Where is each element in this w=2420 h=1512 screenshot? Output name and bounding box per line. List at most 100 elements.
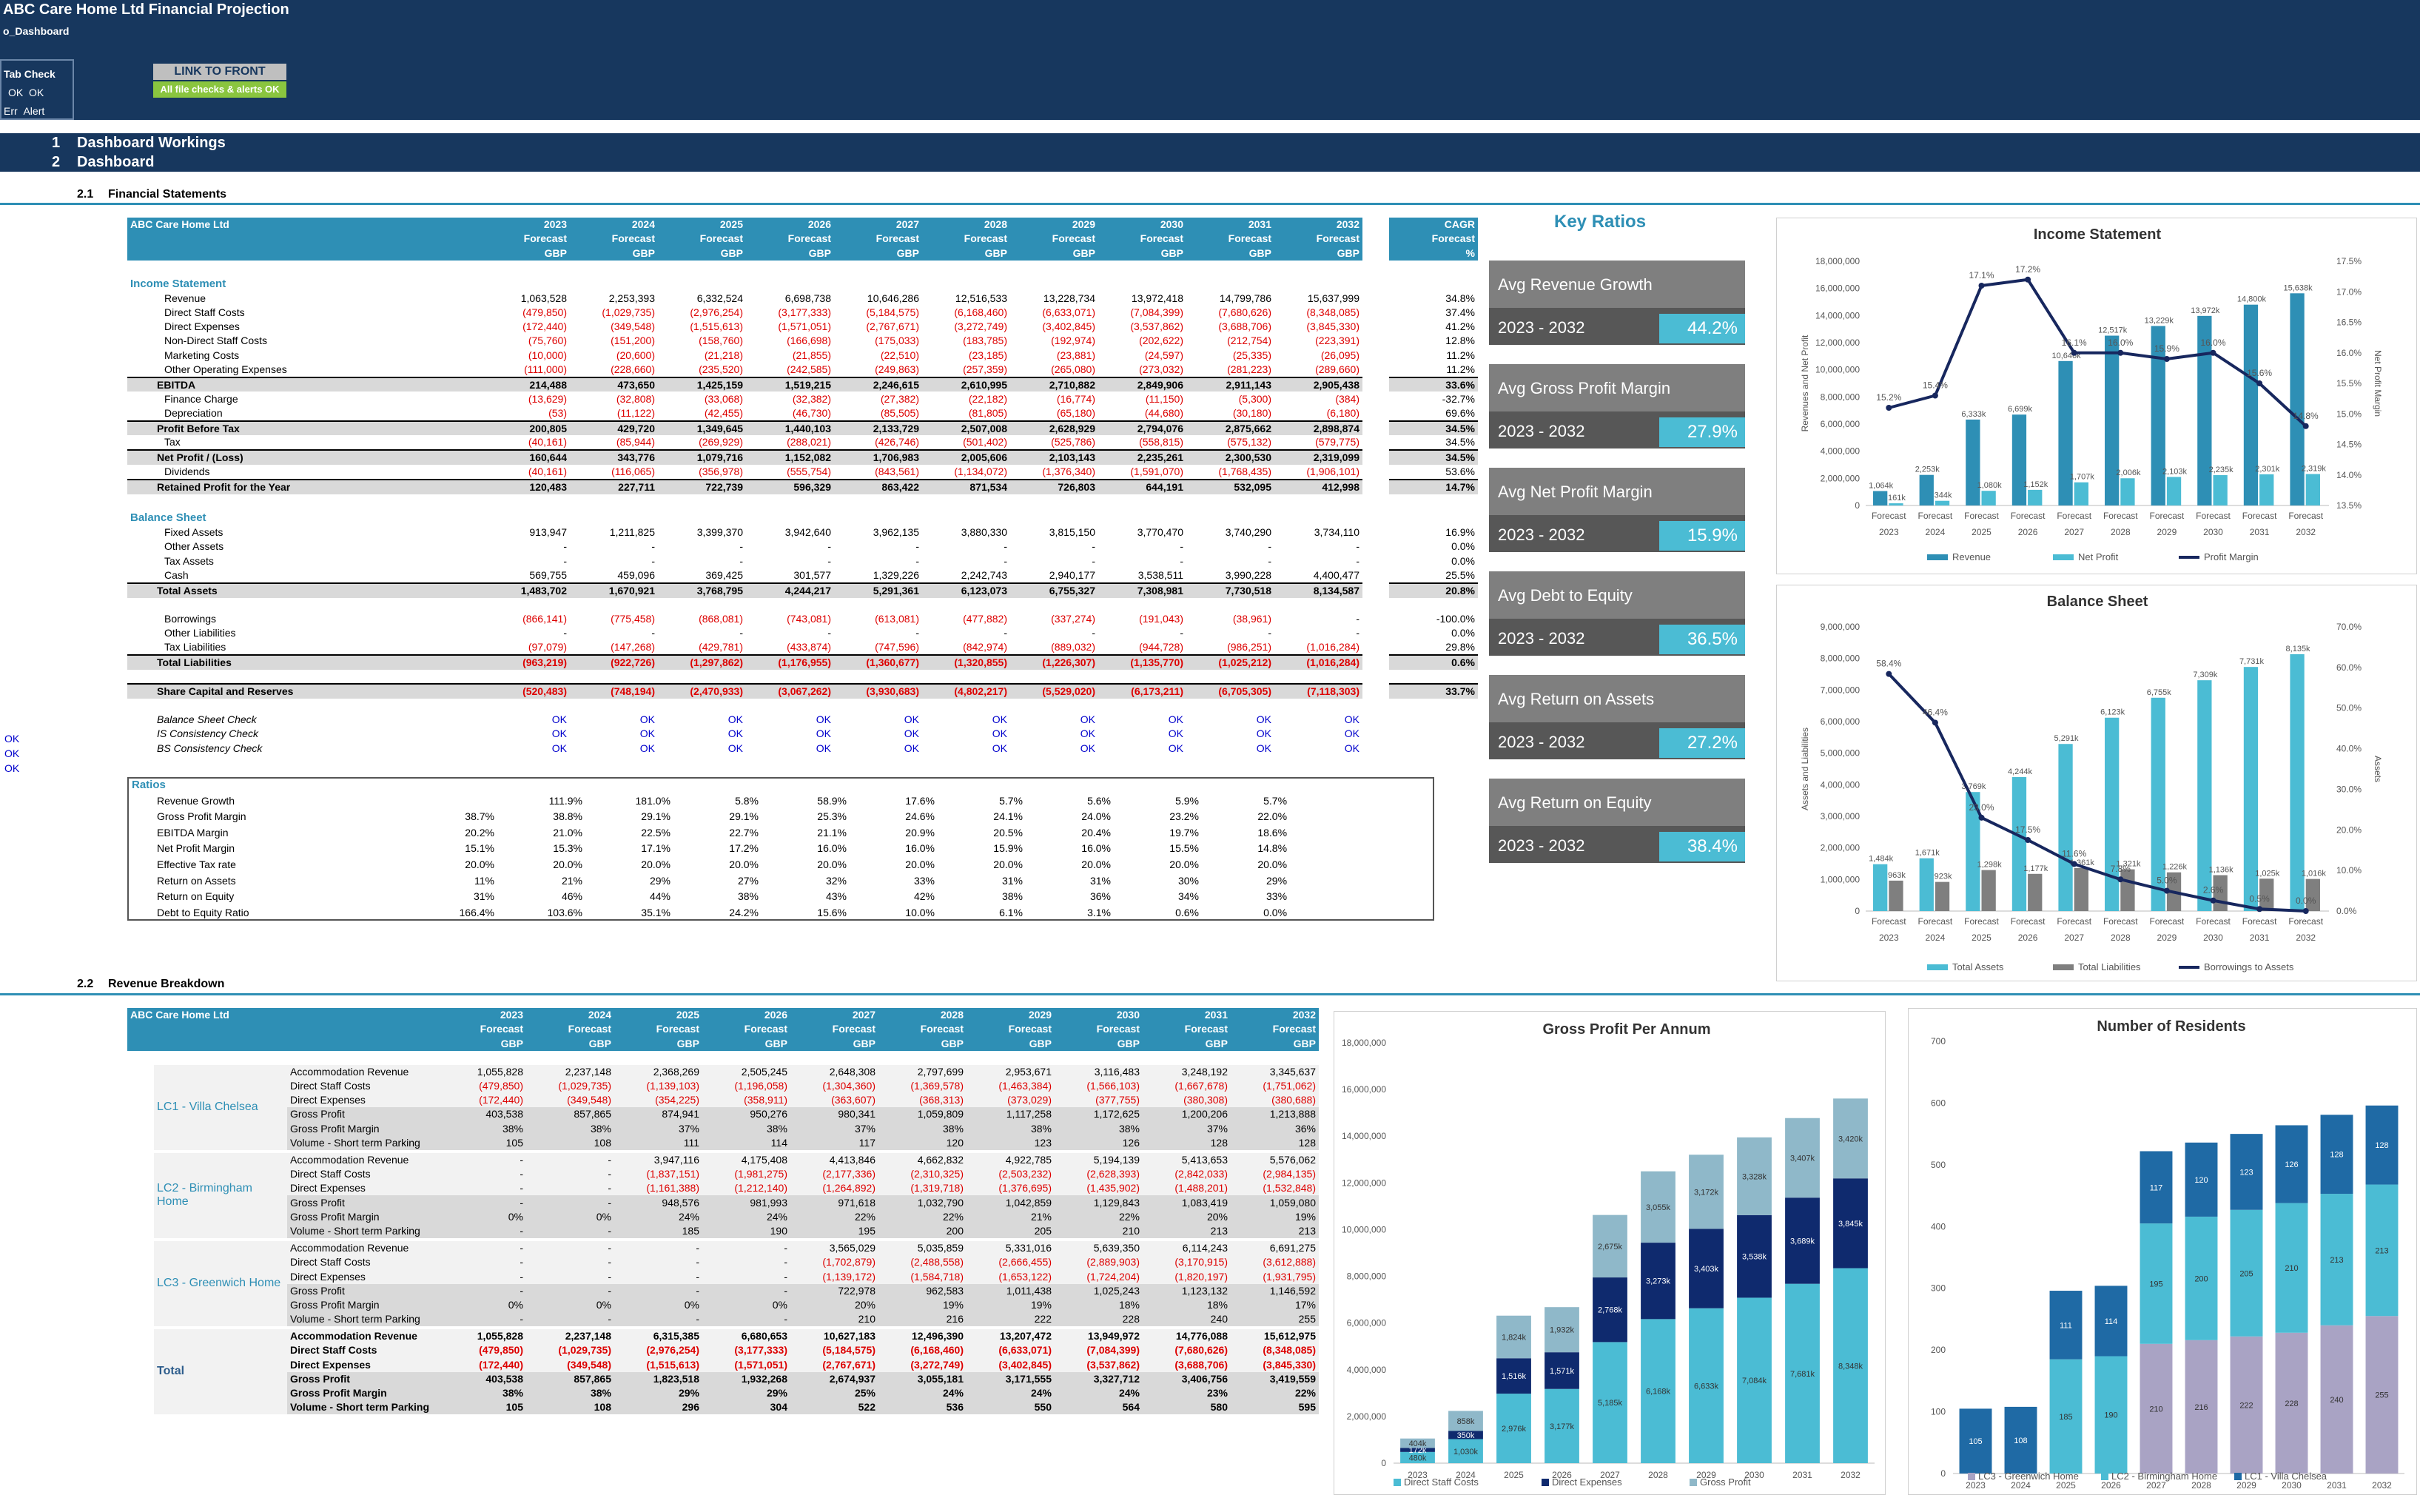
data-label: 1,571k bbox=[1550, 1367, 1575, 1376]
spacer-cell bbox=[127, 1372, 154, 1386]
value-cell: (6,168,460) bbox=[878, 1343, 967, 1358]
bar-net-profit bbox=[2028, 489, 2043, 505]
value-cell: OK bbox=[727, 728, 743, 740]
year-header-cell: GBP bbox=[614, 1036, 702, 1051]
value-cell: (363,607) bbox=[790, 1093, 878, 1108]
value-cell: - bbox=[915, 554, 919, 567]
value-cell: - bbox=[1004, 627, 1007, 639]
legend-label: Profit Margin bbox=[2204, 551, 2259, 562]
year-header-cell: 2031 bbox=[1186, 218, 1274, 232]
table-row: Debt to Equity Ratio 166.4% 103.6% 35.1% 24.… bbox=[129, 904, 1290, 921]
x-tick-label: 2025 bbox=[1972, 527, 1992, 537]
value-cell: 3,815,150 bbox=[1049, 526, 1095, 539]
cagr-cell: 14.7% bbox=[1389, 479, 1478, 495]
value-cell: (1,161,388) bbox=[614, 1181, 702, 1196]
value-cell: 105 bbox=[438, 1135, 526, 1150]
value-cell: 343,776 bbox=[570, 449, 658, 466]
value-cell: (479,850) bbox=[438, 1343, 526, 1358]
row-label: Direct Staff Costs bbox=[164, 306, 245, 318]
value-cell: 1,055,828 bbox=[438, 1064, 526, 1079]
row-label: Retained Profit for the Year bbox=[127, 479, 483, 495]
spacer-cell bbox=[127, 1181, 154, 1195]
ratio-value: 38.7% bbox=[465, 810, 494, 823]
spacer-cell bbox=[127, 1079, 154, 1093]
x-tick-prefix: Forecast bbox=[1872, 916, 1906, 927]
cagr-cell: 34.8% bbox=[1445, 292, 1475, 304]
value-cell: (3,845,330) bbox=[1231, 1357, 1319, 1372]
value-cell: 722,739 bbox=[658, 479, 746, 495]
bar-revenue bbox=[2011, 414, 2027, 505]
legend-label: Direct Expenses bbox=[1552, 1476, 1622, 1488]
value-cell: (7,680,626) bbox=[1143, 1343, 1231, 1358]
x-tick-prefix: Forecast bbox=[2242, 916, 2277, 927]
value-cell: 3,734,110 bbox=[1314, 526, 1359, 539]
subsection-2-2-number: 2.2 bbox=[77, 978, 94, 990]
income-statement-chart: Income Statement 0 2,000,000 4,000,000 6,000… bbox=[1776, 218, 2417, 574]
row-label: Cash bbox=[164, 568, 189, 581]
ratio-value: 20.0% bbox=[553, 858, 582, 870]
spacer-row bbox=[127, 1051, 1319, 1065]
value-cell: (2,310,325) bbox=[878, 1167, 967, 1182]
value-cell: 38% bbox=[526, 1385, 614, 1401]
line-point bbox=[2256, 906, 2263, 913]
value-cell: 1,932,268 bbox=[702, 1371, 790, 1386]
value-cell: - bbox=[526, 1195, 614, 1210]
y-tick-label: 2,000,000 bbox=[1821, 473, 1861, 483]
value-cell: 2,237,148 bbox=[526, 1064, 614, 1079]
value-cell: 19% bbox=[878, 1297, 967, 1312]
data-label: 2,319k bbox=[2302, 464, 2327, 473]
data-label: 213 bbox=[2375, 1246, 2388, 1255]
spacer-cell bbox=[127, 598, 1478, 612]
line-data-label: 0.0% bbox=[2296, 896, 2316, 906]
x-tick-label: 2023 bbox=[1408, 1470, 1428, 1480]
value-cell: (3,272,749) bbox=[878, 1357, 967, 1372]
legend-swatch bbox=[2234, 1473, 2242, 1480]
value-cell: - bbox=[438, 1223, 526, 1238]
y-tick-label: 4,000,000 bbox=[1347, 1365, 1387, 1375]
bar-total-liabilities bbox=[1981, 870, 1996, 911]
year-header-cell: GBP bbox=[922, 246, 1010, 261]
value-cell: (2,503,232) bbox=[967, 1167, 1055, 1182]
spacer-cell bbox=[1362, 348, 1389, 363]
value-cell: 6,698,738 bbox=[784, 292, 831, 304]
y2-tick-label: 17.5% bbox=[2336, 256, 2362, 266]
value-cell: 1,129,843 bbox=[1055, 1195, 1143, 1210]
ratio-value: 29.1% bbox=[729, 810, 759, 823]
value-cell: 1,152,082 bbox=[746, 449, 834, 466]
ratio-value: 24.1% bbox=[993, 810, 1023, 823]
value-cell: 3,740,290 bbox=[1225, 526, 1271, 539]
legend-swatch bbox=[1394, 1479, 1401, 1486]
table-row: Other Operating Expenses (111,000) (228,66… bbox=[127, 362, 1478, 377]
value-cell: (6,168,460) bbox=[954, 306, 1007, 318]
spacer-cell bbox=[1362, 305, 1389, 320]
y-tick-label: 4,000,000 bbox=[1821, 446, 1861, 457]
bar-net-profit bbox=[1981, 491, 1996, 505]
legend-item: Revenue bbox=[1927, 551, 1991, 562]
table-row: IS Consistency Check OK OK OK OK OK OK OK OK OK OK bbox=[127, 727, 1478, 742]
value-cell: OK bbox=[1344, 742, 1359, 754]
value-cell: (1,029,735) bbox=[602, 306, 655, 318]
value-cell: (6,705,305) bbox=[1186, 683, 1274, 699]
stack-segment-direct-expenses bbox=[1545, 1352, 1579, 1389]
value-cell: - bbox=[1180, 554, 1183, 567]
subsection-2-1-number: 2.1 bbox=[77, 188, 94, 201]
x-tick-label: 2026 bbox=[2018, 933, 2038, 943]
value-cell: 564 bbox=[1055, 1400, 1143, 1415]
row-label: Tax Liabilities bbox=[164, 641, 226, 653]
value-cell: (7,118,303) bbox=[1274, 683, 1362, 699]
value-cell: - bbox=[651, 627, 655, 639]
value-cell: (44,680) bbox=[1144, 406, 1183, 419]
link-to-front-sheet-button[interactable]: LINK TO FRONT SHEET bbox=[153, 64, 286, 94]
table-row: Borrowings (866,141) (775,458) (868,081) (74… bbox=[127, 611, 1478, 626]
revenue-breakdown-wrap: ABC Care Home Ltd 2023 2024 2025 2026 2027 202… bbox=[127, 1008, 1319, 1415]
year-header-cell: Forecast bbox=[614, 1022, 702, 1037]
value-cell: 3,327,712 bbox=[1055, 1371, 1143, 1386]
data-label: 111 bbox=[2060, 1321, 2072, 1330]
row-label: Other Operating Expenses bbox=[164, 363, 287, 375]
x-tick-label: 2030 bbox=[1744, 1470, 1764, 1480]
value-cell: 1,483,702 bbox=[483, 582, 570, 598]
x-tick-label: 2031 bbox=[2250, 527, 2270, 537]
value-cell: (257,359) bbox=[963, 363, 1007, 375]
section-1-title: Dashboard Workings bbox=[77, 135, 226, 151]
line-point bbox=[2117, 876, 2124, 883]
